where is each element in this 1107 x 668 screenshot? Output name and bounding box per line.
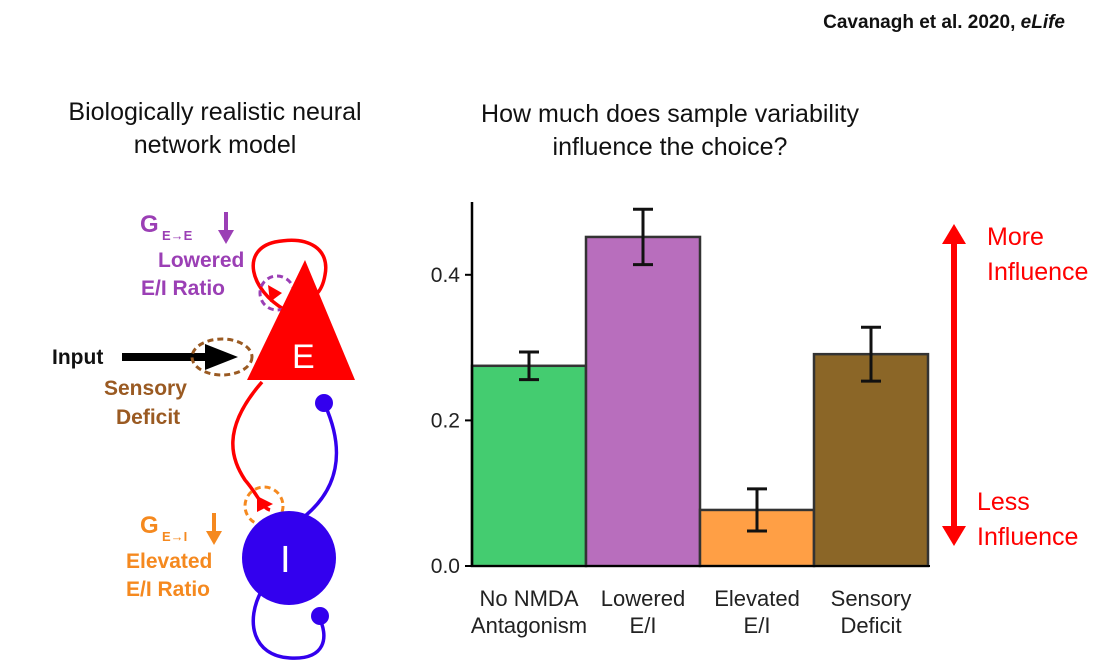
x-tick-labels: No NMDA Antagonism Lowered E/I Elevated E/I Se… [471,586,911,638]
bar-chart: 0.0 0.2 0.4 No NMDA Antagonism Lowered E/I Ele… [431,202,930,638]
i-self-loop-terminal [311,607,329,625]
more-influence-label: More Influence [987,220,1088,290]
sensory-label: Sensory Deficit [104,377,193,429]
i-node-label: I [280,540,291,581]
e-self-loop-arrowhead [268,285,282,302]
error-bar-1 [519,350,539,382]
network-diagram: E I Input Sensory Deficit G E→E Lowered … [52,211,355,660]
diagram-title-line1: Biologically realistic neural [68,98,362,126]
x-tick-label-2: Lowered E/I [601,586,685,638]
elevated-label-line2: E/I Ratio [126,578,210,601]
e-to-i-arrowhead [257,496,273,512]
y-ticks: 0.0 0.2 0.4 [431,264,472,578]
y-tick-label: 0.4 [431,264,461,287]
i-self-loop [251,589,326,660]
lowered-label-line1: Lowered [158,249,244,272]
bar-2 [584,235,702,568]
e-node-triangle [247,260,355,380]
y-tick-label: 0.0 [431,555,460,578]
gee-letter: G [140,211,159,238]
gei-label: G E→I [140,512,187,544]
sensory-label-line2: Deficit [116,406,180,429]
less-influence-line2: Influence [977,523,1079,551]
x-tick-label-4: Sensory Deficit [831,586,912,638]
chart-error-bars [519,207,881,533]
bar-4 [812,352,930,568]
gee-label: G E→E [140,211,193,243]
error-bar-3 [747,487,767,533]
e-node-label: E [292,338,315,376]
x-tick-label-3: Elevated E/I [714,586,800,638]
error-bar-2 [633,207,653,267]
less-influence-label: Less Influence [977,485,1078,555]
lowered-label-line2: E/I Ratio [141,277,225,300]
sensory-label-line1: Sensory [104,377,187,400]
influence-arrow [942,224,966,546]
chart-bars [470,235,930,568]
sensory-synapse-ellipse [190,337,254,377]
x-tick-label-1: No NMDA Antagonism [471,586,587,638]
chart-title: How much does sample variability influen… [400,98,940,164]
gei-down-arrow-icon [206,531,222,545]
input-arrow-icon [205,344,238,370]
lowered-label: Lowered E/I Ratio [141,249,250,300]
less-influence-line1: Less [977,488,1030,516]
input-label: Input [52,346,103,369]
elevated-label: Elevated E/I Ratio [126,550,218,601]
citation-journal: eLife [1020,12,1065,33]
influence-arrow-down-head [942,526,966,546]
gee-down-arrow-icon [218,230,234,244]
citation: Cavanagh et al. 2020, eLife [823,12,1065,34]
more-influence-line1: More [987,223,1044,251]
elevated-label-line1: Elevated [126,550,212,573]
i-node-circle [242,511,336,605]
chart-title-line1: How much does sample variability [481,100,859,128]
y-tick-label: 0.2 [431,409,460,432]
influence-arrow-up-head [942,224,966,244]
i-to-e-connection [298,404,339,522]
diagram-title-line2: network model [133,131,297,159]
diagram-title: Biologically realistic neural network mo… [20,96,410,162]
gei-letter: G [140,512,159,539]
error-bar-4 [861,325,881,383]
gee-subscript: E→E [162,228,193,243]
gei-subscript: E→I [162,529,187,544]
more-influence-line2: Influence [987,258,1089,286]
citation-authors: Cavanagh et al. 2020, [823,12,1021,33]
elevated-synapse-circle [243,485,285,527]
bar-1 [470,364,588,568]
chart-title-line2: influence the choice? [552,133,788,161]
i-to-e-terminal [315,394,333,412]
